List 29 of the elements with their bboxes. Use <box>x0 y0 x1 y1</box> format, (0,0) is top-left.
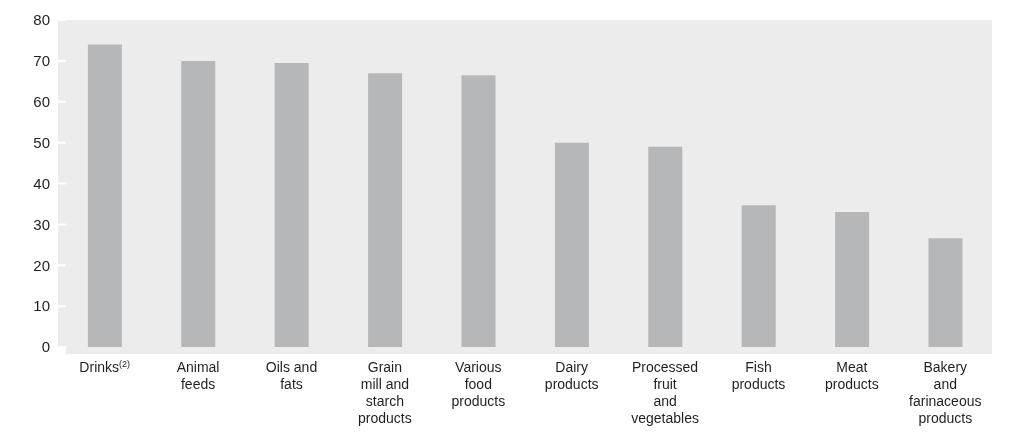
x-tick-label: Bakery and farinaceous products <box>909 359 982 426</box>
x-tick-label: Fish products <box>731 359 786 392</box>
y-tick-label: 60 <box>33 93 50 111</box>
y-tick-label: 20 <box>33 256 50 274</box>
y-tick-label: 50 <box>33 133 50 151</box>
x-tick-label: Dairy products <box>544 359 599 392</box>
x-tick-label: Oils and fats <box>265 359 318 392</box>
bar <box>928 238 963 347</box>
bar <box>181 60 216 347</box>
x-tick-label: Grain mill and starch products <box>358 359 412 426</box>
y-tick-label: 80 <box>33 11 50 29</box>
bar <box>274 62 309 347</box>
bar <box>741 205 776 347</box>
x-tick-label: Processed fruit and vegetables <box>631 359 699 426</box>
bar <box>368 73 403 347</box>
y-tick-label: 70 <box>33 52 50 70</box>
y-tick-label: 0 <box>41 338 50 356</box>
x-tick-label: Drinks$^{(2)}$ <box>79 359 131 375</box>
x-tick-label: Various food products <box>451 359 506 409</box>
bar <box>835 212 870 347</box>
y-tick-label: 30 <box>33 215 50 233</box>
bar <box>461 75 496 347</box>
bar <box>648 146 683 347</box>
bar <box>87 44 122 347</box>
x-tick-label: Meat products <box>825 359 879 392</box>
y-tick-label: 10 <box>33 297 50 315</box>
y-tick-label: 40 <box>33 174 50 192</box>
bar <box>554 142 589 347</box>
x-tick-label: Animal feeds <box>176 359 220 392</box>
